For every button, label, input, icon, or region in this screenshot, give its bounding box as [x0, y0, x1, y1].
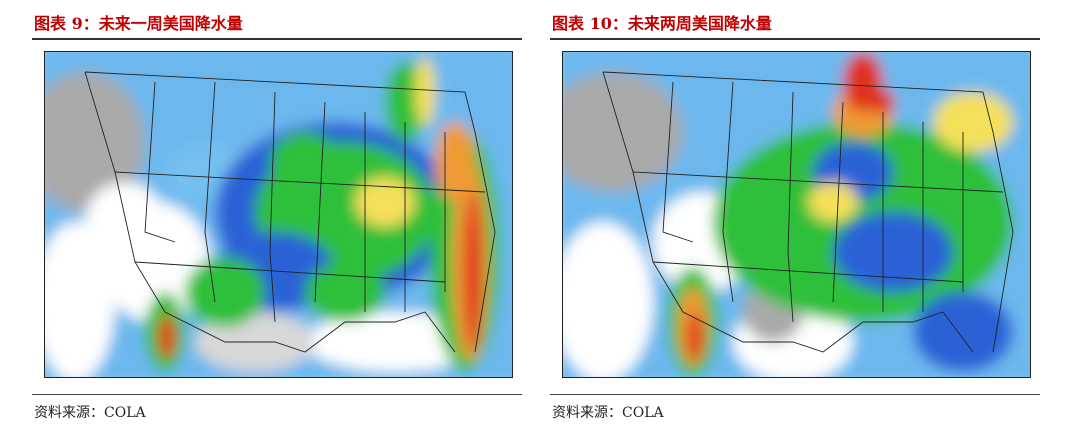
figure-10-source: 资料来源：COLA — [552, 405, 664, 421]
figure-10-title: 图表 10：未来两周美国降水量 — [552, 14, 772, 33]
figure-9-source: 资料来源：COLA — [34, 405, 146, 421]
figure-9-top-rule — [32, 38, 522, 40]
us-precip-map-2week-icon — [562, 51, 1031, 378]
us-precip-map-1week-icon — [44, 51, 513, 378]
figure-9-bottom-rule — [32, 394, 522, 395]
figure-10-top-rule — [550, 38, 1040, 40]
figure-9-title: 图表 9：未来一周美国降水量 — [34, 14, 243, 33]
figure-10-bottom-rule — [550, 394, 1040, 395]
